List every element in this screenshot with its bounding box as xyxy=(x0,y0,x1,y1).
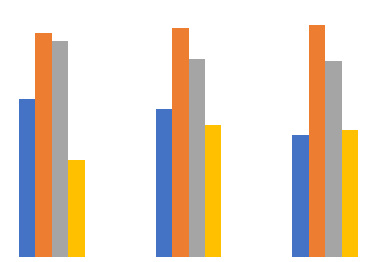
Bar xyxy=(68,160,84,257)
Bar xyxy=(188,58,205,257)
Bar xyxy=(342,130,358,257)
Bar xyxy=(172,28,188,257)
Bar xyxy=(205,125,221,257)
Bar xyxy=(52,41,68,257)
Bar xyxy=(156,109,172,257)
Bar xyxy=(325,61,342,257)
Bar xyxy=(309,25,325,257)
Bar xyxy=(35,33,52,257)
Bar xyxy=(19,99,35,257)
Bar xyxy=(293,135,309,257)
